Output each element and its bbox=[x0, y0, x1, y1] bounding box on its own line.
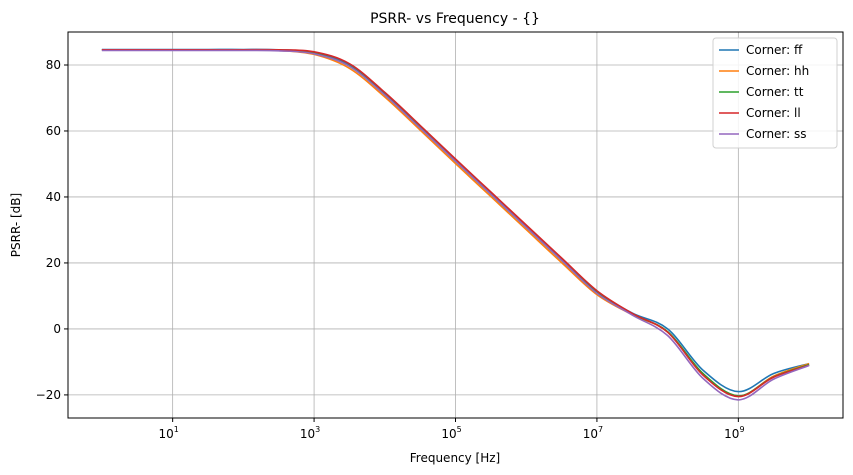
x-tick-label: 109 bbox=[724, 425, 744, 441]
y-tick-label: 0 bbox=[53, 322, 61, 336]
x-tick-label: 103 bbox=[300, 425, 320, 441]
y-axis-label: PSRR- [dB] bbox=[9, 193, 23, 257]
y-tick-label: 80 bbox=[46, 58, 61, 72]
x-tick-label: 105 bbox=[441, 425, 461, 441]
y-tick-label: 20 bbox=[46, 256, 61, 270]
chart-title: PSRR- vs Frequency - {} bbox=[370, 11, 540, 27]
x-tick-label: 107 bbox=[583, 425, 603, 441]
legend-entry: Corner: ff bbox=[746, 43, 803, 57]
legend-entry: Corner: tt bbox=[746, 85, 804, 99]
y-tick-label: 60 bbox=[46, 124, 61, 138]
x-axis-label: Frequency [Hz] bbox=[410, 451, 501, 465]
series-lines bbox=[101, 48, 810, 401]
series-line-corner--ss bbox=[101, 49, 810, 401]
legend-box bbox=[712, 37, 838, 149]
legend: Corner: ff Corner: hh Corner: tt Corner: ll… bbox=[712, 37, 838, 149]
x-axis-ticks: 101 103 105 107 109 bbox=[158, 418, 745, 441]
x-tick-label: 101 bbox=[158, 425, 178, 441]
y-axis-ticks: −20 0 20 40 60 80 bbox=[36, 58, 68, 402]
legend-entry: Corner: ll bbox=[746, 106, 801, 120]
y-tick-label: 40 bbox=[46, 190, 61, 204]
legend-entry: Corner: ss bbox=[746, 127, 807, 141]
legend-entry: Corner: hh bbox=[746, 64, 809, 78]
y-tick-label: −20 bbox=[36, 388, 61, 402]
